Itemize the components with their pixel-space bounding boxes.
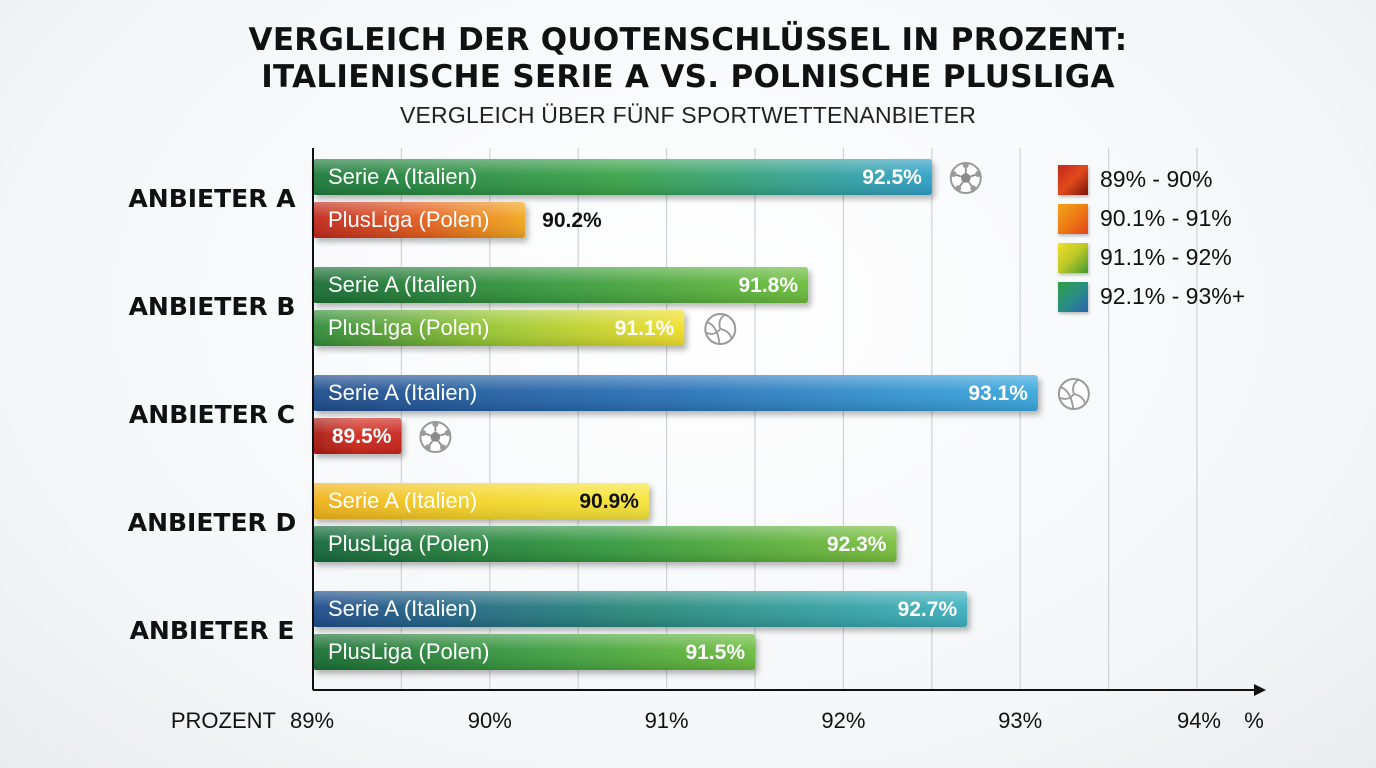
bar: PlusLiga (Polen) 91.5% xyxy=(313,634,755,670)
x-tick-label: 89% xyxy=(290,708,334,733)
legend-item: 90.1% - 91% xyxy=(1058,199,1245,238)
x-tick-label: 91% xyxy=(645,708,689,733)
bar: Serie A (Italien) 91.8% xyxy=(313,267,809,303)
volleyball-icon xyxy=(704,313,737,345)
bar: PlusLiga (Polen) 92.3% xyxy=(313,526,897,562)
chart-title-line1: VERGLEICH DER QUOTENSCHLÜSSEL IN PROZENT… xyxy=(248,22,1128,58)
bar-label: Serie A (Italien) xyxy=(328,272,477,297)
bar-value-label: 92.3% xyxy=(827,533,887,556)
legend-item: 89% - 90% xyxy=(1058,160,1245,199)
category-labels: ANBIETER A ANBIETER B ANBIETER C ANBIETER D… xyxy=(128,184,297,645)
bar-label: PlusLiga (Polen) xyxy=(328,315,489,340)
bar-label: PlusLiga (Polen) xyxy=(328,531,489,556)
bar-gloss xyxy=(313,483,649,519)
bar-gloss xyxy=(313,202,526,238)
bar-gloss xyxy=(313,634,755,670)
bar-value-label: 89.5% xyxy=(332,425,392,448)
x-axis-arrow xyxy=(1254,684,1266,696)
bar-gloss xyxy=(313,267,809,303)
bar: 89.5% xyxy=(313,418,452,454)
bar-label: Serie A (Italien) xyxy=(328,380,477,405)
bar-value-label: 90.9% xyxy=(579,490,639,513)
chart-subtitle: VERGLEICH ÜBER FÜNF SPORTWETTENANBIETER xyxy=(399,102,977,128)
legend-item: 92.1% - 93%+ xyxy=(1058,277,1245,316)
legend-label: 90.1% - 91% xyxy=(1100,205,1232,231)
bar-label: Serie A (Italien) xyxy=(328,164,477,189)
bar-gloss xyxy=(313,159,932,195)
category-label: ANBIETER D xyxy=(128,508,297,537)
x-axis-label: PROZENT xyxy=(171,708,276,733)
bar: PlusLiga (Polen) 91.1% xyxy=(313,310,737,346)
category-label: ANBIETER A xyxy=(128,184,296,213)
bar-value-label: 91.5% xyxy=(685,641,745,664)
bar-gloss xyxy=(313,591,968,627)
legend-item: 91.1% - 92% xyxy=(1058,238,1245,277)
bar-gloss xyxy=(313,375,1038,411)
legend-swatch xyxy=(1058,242,1088,273)
chart-title-line2: ITALIENISCHE SERIE A VS. POLNISCHE PLUSL… xyxy=(261,59,1115,95)
bar-label: Serie A (Italien) xyxy=(328,488,477,513)
x-axis-unit: % xyxy=(1244,708,1264,733)
category-label: ANBIETER B xyxy=(129,292,296,321)
legend-label: 91.1% - 92% xyxy=(1100,244,1232,270)
bar-value-label: 90.2% xyxy=(542,209,602,232)
bar-label: Serie A (Italien) xyxy=(328,596,477,621)
category-label: ANBIETER E xyxy=(130,616,295,645)
chart-title: VERGLEICH DER QUOTENSCHLÜSSEL IN PROZENT… xyxy=(0,22,1376,96)
bar-value-label: 92.7% xyxy=(898,598,958,621)
volleyball-icon xyxy=(1057,378,1090,410)
legend-swatch xyxy=(1058,281,1088,312)
bar-value-label: 93.1% xyxy=(968,382,1028,405)
bar-gloss xyxy=(313,418,402,454)
bar: Serie A (Italien) 93.1% xyxy=(313,375,1090,411)
bar-value-label: 91.8% xyxy=(738,274,798,297)
bar-gloss xyxy=(313,310,685,346)
legend-swatch xyxy=(1058,203,1088,234)
soccer-ball-icon xyxy=(949,162,982,194)
soccer-ball-icon xyxy=(419,421,452,453)
x-axis: 89% 90% 91% 92% 93% 94% PROZENT% xyxy=(171,148,1266,733)
bar: Serie A (Italien) 92.7% xyxy=(313,591,968,627)
legend-swatch xyxy=(1058,164,1088,195)
bar: Serie A (Italien) 92.5% xyxy=(313,159,982,195)
bar-value-label: 92.5% xyxy=(862,166,922,189)
x-tick-label: 92% xyxy=(821,708,865,733)
bar-gloss xyxy=(313,526,897,562)
bar-label: PlusLiga (Polen) xyxy=(328,207,489,232)
bar: PlusLiga (Polen) 90.2% xyxy=(313,202,602,238)
category-label: ANBIETER C xyxy=(129,400,295,429)
bar: Serie A (Italien) 90.9% xyxy=(313,483,649,519)
bars: Serie A (Italien) 92.5% PlusLiga (Polen) 90… xyxy=(313,159,1090,670)
x-tick-label: 93% xyxy=(998,708,1042,733)
bar-label: PlusLiga (Polen) xyxy=(328,639,489,664)
legend-label: 92.1% - 93%+ xyxy=(1100,283,1246,309)
x-tick-label: 90% xyxy=(468,708,512,733)
legend-label: 89% - 90% xyxy=(1100,166,1213,192)
x-tick-label: 94% xyxy=(1177,708,1221,733)
legend: 89% - 90% 90.1% - 91% 91.1% - 92% 92.1% - 9… xyxy=(1058,160,1245,316)
bar-value-label: 91.1% xyxy=(615,317,675,340)
